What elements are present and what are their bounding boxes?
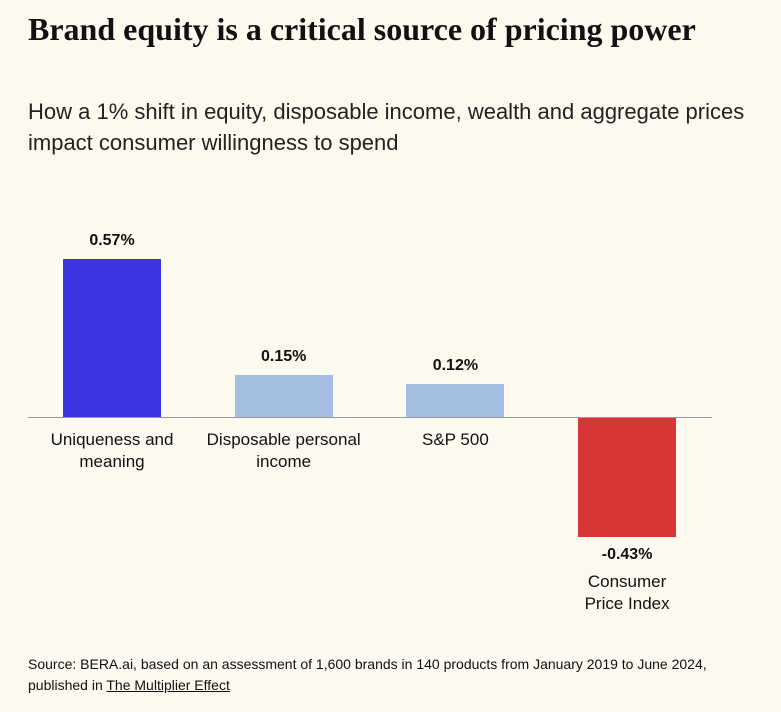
- bar: [63, 259, 161, 417]
- value-label: 0.12%: [432, 356, 479, 374]
- source-link[interactable]: The Multiplier Effect: [106, 677, 230, 693]
- bar: [234, 375, 333, 417]
- source-text: Source: BERA.ai, based on an assessment …: [28, 656, 707, 693]
- zero-line: [28, 417, 712, 418]
- chart-subtitle: How a 1% shift in equity, disposable inc…: [28, 99, 745, 155]
- chart-title: Brand equity is a critical source of pri…: [28, 11, 696, 47]
- value-label: 0.15%: [261, 348, 307, 366]
- bar: [406, 383, 505, 417]
- category-label: S&P 500: [421, 430, 489, 449]
- value-label: 0.57%: [89, 232, 135, 250]
- category-label: Disposable personal income: [206, 430, 361, 471]
- source-note: Source: BERA.ai, based on an assessment …: [28, 654, 728, 696]
- value-label: -0.43%: [601, 546, 653, 564]
- bar: [578, 418, 677, 538]
- category-label: Consumer Price Index: [584, 572, 670, 614]
- category-label: Uniqueness and meaning: [50, 430, 174, 471]
